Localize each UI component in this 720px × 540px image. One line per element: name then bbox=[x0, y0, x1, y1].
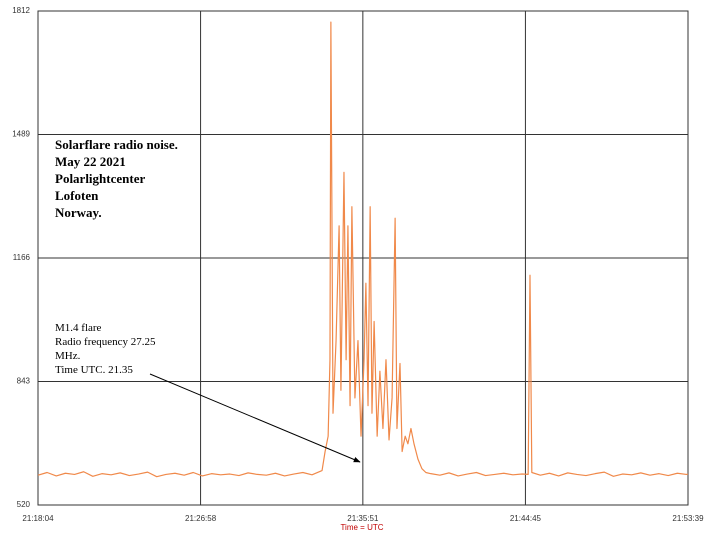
x-tick-label: 21:44:45 bbox=[510, 514, 542, 523]
annotation: May 22 2021 bbox=[55, 154, 126, 169]
annotation: Solarflare radio noise. bbox=[55, 137, 178, 152]
annotation: Norway. bbox=[55, 205, 102, 220]
annotation: Lofoten bbox=[55, 188, 99, 203]
annotation-arrow bbox=[149, 373, 361, 463]
annotation: MHz. bbox=[55, 350, 81, 362]
annotation: Polarlightcenter bbox=[55, 171, 145, 186]
grid bbox=[37, 10, 689, 506]
y-tick-label: 843 bbox=[17, 377, 31, 386]
y-tick-label: 1812 bbox=[12, 6, 30, 15]
y-tick-label: 520 bbox=[17, 500, 31, 509]
y-tick-label: 1166 bbox=[13, 253, 31, 262]
data-line bbox=[37, 21, 689, 478]
x-tick-label: 21:26:58 bbox=[185, 514, 217, 523]
x-axis-label: Time = UTC bbox=[340, 523, 383, 532]
annotation: Radio frequency 27.25 bbox=[55, 336, 156, 348]
x-tick-label: 21:53:39 bbox=[672, 514, 704, 523]
x-tick-label: 21:35:51 bbox=[347, 514, 379, 523]
marks bbox=[37, 21, 689, 478]
annotation: Time UTC. 21.35 bbox=[55, 364, 133, 376]
y-tick-label: 1489 bbox=[12, 130, 30, 139]
x-tick-label: 21:18:04 bbox=[22, 514, 54, 523]
annotation: M1.4 flare bbox=[55, 322, 102, 334]
